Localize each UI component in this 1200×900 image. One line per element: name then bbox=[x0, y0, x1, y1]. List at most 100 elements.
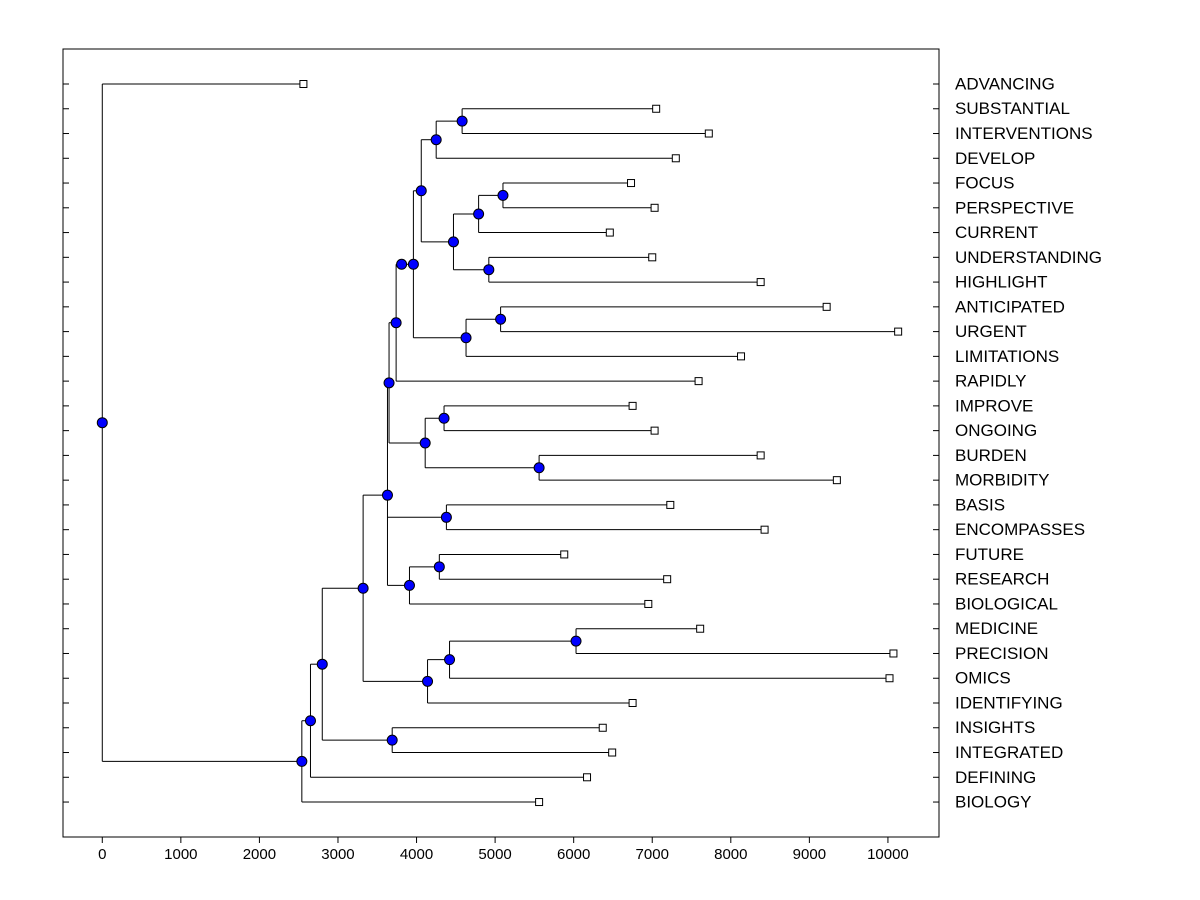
x-tick-label: 1000 bbox=[164, 846, 197, 863]
leaf-marker-highlight bbox=[756, 278, 765, 287]
leaf-marker-encompasses bbox=[760, 525, 769, 534]
x-tick-label: 4000 bbox=[400, 846, 433, 863]
leaf-marker-research bbox=[663, 575, 672, 584]
x-tick-label: 5000 bbox=[478, 846, 511, 863]
leaf-marker-interventions bbox=[704, 129, 713, 138]
merge-node-n-au-limitations bbox=[460, 332, 472, 344]
leaf-label-advancing: ADVANCING bbox=[955, 74, 1055, 93]
merge-node-n-future-research bbox=[433, 561, 445, 573]
leaf-marker-understanding bbox=[648, 253, 657, 262]
leaf-label-urgent: URGENT bbox=[955, 322, 1027, 341]
merge-node-n-burden-morbidity bbox=[533, 462, 545, 474]
merge-node-n-upper-rapidly bbox=[390, 317, 402, 329]
merge-node-n-mpo-identifying bbox=[422, 675, 434, 687]
merge-node-n-insights-integrated bbox=[386, 734, 398, 746]
leaf-marker-substantial bbox=[652, 104, 661, 113]
x-tick-label: 3000 bbox=[321, 846, 354, 863]
leaf-label-integrated: INTEGRATED bbox=[955, 743, 1063, 762]
merge-node-n-focus-perspective bbox=[497, 189, 509, 201]
merge-node-n-understanding-highlight bbox=[483, 264, 495, 276]
leaf-marker-improve bbox=[628, 401, 637, 410]
merge-node-n-upper-block2 bbox=[396, 258, 408, 270]
leaf-label-anticipated: ANTICIPATED bbox=[955, 297, 1065, 316]
leaf-label-perspective: PERSPECTIVE bbox=[955, 198, 1074, 217]
leaf-label-encompasses: ENCOMPASSES bbox=[955, 520, 1085, 539]
leaf-label-develop: DEVELOP bbox=[955, 149, 1035, 168]
leaf-label-rapidly: RAPIDLY bbox=[955, 372, 1027, 391]
leaf-marker-focus bbox=[627, 179, 636, 188]
leaf-marker-ongoing bbox=[650, 426, 659, 435]
plot-frame bbox=[62, 48, 940, 838]
merge-node-n-fpc-uh bbox=[447, 236, 459, 248]
leaf-label-current: CURRENT bbox=[955, 223, 1038, 242]
leaf-marker-precision bbox=[889, 649, 898, 658]
leaf-label-improve: IMPROVE bbox=[955, 396, 1033, 415]
merge-node-n-big-defining bbox=[304, 715, 316, 727]
merge-node-n-fp-current bbox=[473, 208, 485, 220]
leaf-label-research: RESEARCH bbox=[955, 570, 1049, 589]
leaf-marker-future bbox=[560, 550, 569, 559]
merge-node-n-improve-ongoing bbox=[438, 412, 450, 424]
merge-node-n-io-bm bbox=[419, 437, 431, 449]
leaf-label-burden: BURDEN bbox=[955, 446, 1027, 465]
merge-node-n-big-ii bbox=[316, 658, 328, 670]
leaf-marker-burden bbox=[756, 451, 765, 460]
x-tick-label: 2000 bbox=[243, 846, 276, 863]
merge-node-n-fr-biological bbox=[403, 579, 415, 591]
x-tick-label: 7000 bbox=[636, 846, 669, 863]
leaf-label-limitations: LIMITATIONS bbox=[955, 347, 1059, 366]
leaf-label-precision: PRECISION bbox=[955, 644, 1049, 663]
leaf-label-focus: FOCUS bbox=[955, 174, 1015, 193]
leaf-label-biological: BIOLOGICAL bbox=[955, 594, 1058, 613]
merge-node-n-top-mid bbox=[415, 185, 427, 197]
leaf-marker-limitations bbox=[737, 352, 746, 361]
leaf-label-highlight: HIGHLIGHT bbox=[955, 273, 1048, 292]
leaf-label-identifying: IDENTIFYING bbox=[955, 693, 1063, 712]
merge-node-n-mp-omics bbox=[444, 654, 456, 666]
leaf-marker-develop bbox=[671, 154, 680, 163]
leaf-label-future: FUTURE bbox=[955, 545, 1024, 564]
leaf-label-defining: DEFINING bbox=[955, 768, 1036, 787]
merge-node-n-upper-block bbox=[407, 258, 419, 270]
leaf-label-basis: BASIS bbox=[955, 495, 1005, 514]
leaf-label-morbidity: MORBIDITY bbox=[955, 471, 1049, 490]
leaf-marker-biology bbox=[535, 798, 544, 807]
leaf-label-insights: INSIGHTS bbox=[955, 718, 1035, 737]
leaf-label-interventions: INTERVENTIONS bbox=[955, 124, 1093, 143]
x-tick-label: 8000 bbox=[714, 846, 747, 863]
merge-node-n-big-biology bbox=[296, 755, 308, 767]
leaf-label-substantial: SUBSTANTIAL bbox=[955, 99, 1070, 118]
leaf-marker-identifying bbox=[628, 699, 637, 707]
leaf-marker-current bbox=[605, 228, 614, 237]
leaf-marker-integrated bbox=[608, 748, 617, 757]
leaf-label-medicine: MEDICINE bbox=[955, 619, 1038, 638]
leaf-label-omics: OMICS bbox=[955, 669, 1011, 688]
merge-node-n-substantial-interventions bbox=[456, 115, 468, 127]
leaf-label-understanding: UNDERSTANDING bbox=[955, 248, 1102, 267]
leaf-marker-insights bbox=[598, 723, 607, 732]
leaf-marker-morbidity bbox=[832, 476, 841, 485]
merge-node-n-upper-all bbox=[383, 377, 395, 389]
merge-node-n-anticipated-urgent bbox=[495, 313, 507, 325]
leaf-marker-biological bbox=[644, 599, 653, 608]
merge-node-n-mid-block bbox=[381, 489, 393, 501]
leaf-label-ongoing: ONGOING bbox=[955, 421, 1037, 440]
leaf-label-biology: BIOLOGY bbox=[955, 793, 1032, 812]
leaf-marker-defining bbox=[583, 773, 592, 782]
merge-node-n-medicine-precision bbox=[570, 635, 582, 647]
x-tick-label: 9000 bbox=[793, 846, 826, 863]
leaf-marker-omics bbox=[885, 674, 894, 683]
x-tick-label: 0 bbox=[98, 846, 106, 863]
leaf-marker-urgent bbox=[894, 327, 903, 336]
leaf-marker-advancing bbox=[299, 80, 308, 88]
merge-node-n-root bbox=[96, 417, 108, 429]
leaf-marker-rapidly bbox=[694, 377, 703, 386]
x-tick-label: 6000 bbox=[557, 846, 590, 863]
merge-node-n-big bbox=[357, 582, 369, 594]
x-tick-label: 10000 bbox=[867, 846, 909, 863]
leaf-marker-anticipated bbox=[822, 302, 831, 311]
merge-node-n-sub-develop bbox=[430, 134, 442, 146]
leaf-marker-medicine bbox=[696, 624, 705, 633]
merge-node-n-basis-encompasses bbox=[440, 511, 452, 523]
